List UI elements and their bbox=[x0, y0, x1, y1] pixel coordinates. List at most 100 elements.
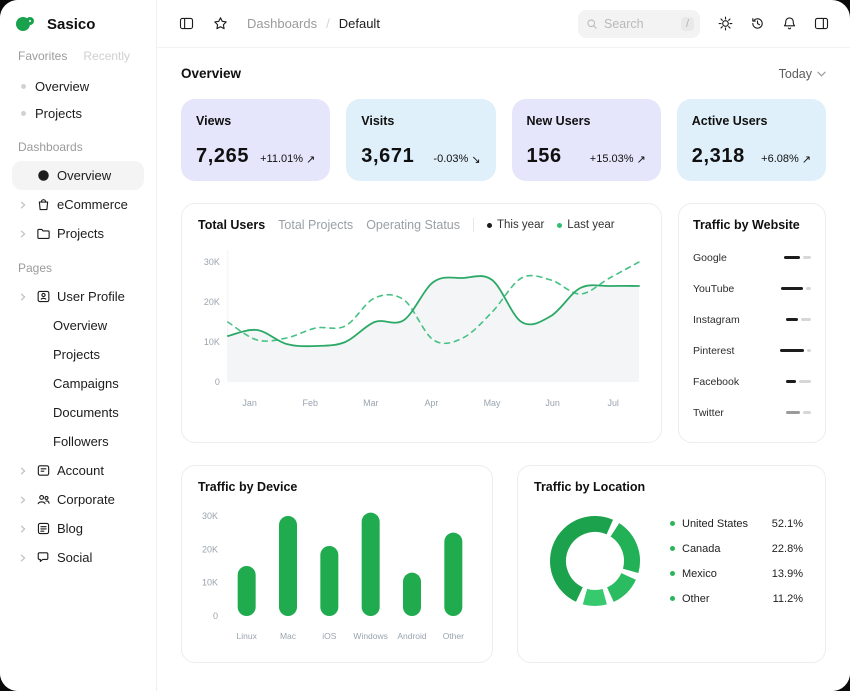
svg-text:Feb: Feb bbox=[303, 398, 318, 408]
sidebar-item-label: Account bbox=[57, 463, 104, 478]
legend-label: United States bbox=[682, 517, 749, 530]
sidebar-toggle-button[interactable] bbox=[173, 11, 199, 37]
stat-card-visits[interactable]: Visits 3,671 -0.03% ↘ bbox=[346, 99, 496, 181]
search-input[interactable]: / bbox=[578, 9, 700, 38]
website-label: Twitter bbox=[693, 406, 724, 419]
svg-text:20K: 20K bbox=[204, 297, 220, 307]
sidebar-item-corporate[interactable]: Corporate bbox=[12, 485, 144, 514]
sidebar-item-social[interactable]: Social bbox=[12, 543, 144, 572]
sidebar-item-label: Social bbox=[57, 550, 93, 565]
traffic-by-device-card: Traffic by Device 0 10K 20K 30K Linux Mac iOS W… bbox=[181, 465, 493, 663]
sidebar-subitem-projects[interactable]: Projects bbox=[12, 340, 144, 369]
website-label: Facebook bbox=[693, 375, 740, 388]
stat-card-views[interactable]: Views 7,265 +11.01% ↗ bbox=[181, 99, 331, 181]
folder-icon bbox=[33, 226, 53, 241]
section-title-dashboards: Dashboards bbox=[18, 140, 83, 154]
svg-text:10K: 10K bbox=[202, 578, 218, 588]
svg-text:Windows: Windows bbox=[353, 631, 387, 641]
legend-dot-icon bbox=[670, 521, 675, 526]
stat-card-active-users[interactable]: Active Users 2,318 +6.08% ↗ bbox=[676, 99, 826, 181]
brand-name: Sasico bbox=[47, 16, 96, 33]
legend-this-year: This year bbox=[487, 219, 544, 231]
sidebar-subitem-followers[interactable]: Followers bbox=[12, 427, 144, 456]
sidebar-subitem-campaigns[interactable]: Campaigns bbox=[12, 369, 144, 398]
breadcrumb-separator: / bbox=[326, 16, 330, 31]
svg-text:iOS: iOS bbox=[322, 631, 337, 641]
right-panel-toggle-button[interactable] bbox=[808, 11, 834, 37]
website-row[interactable]: Pinterest bbox=[693, 344, 811, 357]
sidebar-item-ecommerce[interactable]: eCommerce bbox=[12, 190, 144, 219]
legend-dot-icon bbox=[487, 222, 492, 228]
website-mini-bar bbox=[780, 349, 811, 352]
legend-dot-icon bbox=[557, 222, 563, 228]
website-row[interactable]: Google bbox=[693, 252, 811, 264]
star-icon[interactable] bbox=[207, 11, 233, 37]
traffic-by-location-donut-chart bbox=[550, 516, 640, 606]
legend-row-united-states: United States 52.1% bbox=[670, 518, 803, 530]
stat-label: Visits bbox=[361, 114, 395, 128]
chat-icon bbox=[33, 550, 53, 565]
website-row[interactable]: YouTube bbox=[693, 282, 811, 295]
website-row[interactable]: Instagram bbox=[693, 314, 811, 326]
legend-value: 22.8% bbox=[771, 542, 803, 555]
bottom-row: Traffic by Device 0 10K 20K 30K Linux Mac iOS W… bbox=[181, 465, 826, 663]
sidebar-item-account[interactable]: Account bbox=[12, 456, 144, 485]
legend-dot-icon bbox=[670, 546, 675, 551]
website-label: YouTube bbox=[693, 282, 735, 295]
sidebar-item-label: eCommerce bbox=[57, 197, 128, 212]
svg-text:Apr: Apr bbox=[424, 398, 438, 408]
date-range-label: Today bbox=[778, 66, 812, 81]
svg-text:Linux: Linux bbox=[237, 631, 258, 641]
sidebar-subitem-documents[interactable]: Documents bbox=[12, 398, 144, 427]
search-field[interactable] bbox=[604, 16, 675, 31]
bullet-icon bbox=[21, 84, 26, 89]
tab-favorites[interactable]: Favorites bbox=[18, 49, 68, 63]
traffic-by-device-bar-chart: 0 10K 20K 30K Linux Mac iOS Windows Android Other bbox=[202, 511, 464, 641]
tab-operating-status[interactable]: Operating Status bbox=[366, 218, 460, 232]
website-row[interactable]: Twitter bbox=[693, 406, 811, 419]
location-body: United States 52.1% Canada 22.8% Mexico 13.… bbox=[534, 494, 809, 616]
sidebar-item-overview-dashboard[interactable]: Overview bbox=[12, 161, 144, 190]
trend-up-icon: ↗ bbox=[306, 153, 316, 166]
svg-text:10K: 10K bbox=[204, 337, 220, 347]
tab-total-users[interactable]: Total Users bbox=[198, 218, 266, 232]
sidebar-item-blog[interactable]: Blog bbox=[12, 514, 144, 543]
sidebar-item-projects-dashboard[interactable]: Projects bbox=[12, 219, 144, 248]
top-bar: Dashboards / Default / bbox=[157, 0, 850, 48]
svg-text:Other: Other bbox=[443, 631, 464, 641]
svg-text:Mar: Mar bbox=[363, 398, 378, 408]
topbar-actions: / bbox=[578, 9, 834, 38]
legend-dot-icon bbox=[670, 571, 675, 576]
stat-card-new-users[interactable]: New Users 156 +15.03% ↗ bbox=[511, 99, 661, 181]
chart-tabs: Total Users Total Projects Operating Sta… bbox=[198, 218, 645, 232]
theme-toggle-icon[interactable] bbox=[712, 11, 738, 37]
traffic-by-website-card: Traffic by Website Google YouTube Instag… bbox=[678, 203, 826, 443]
card-title: Traffic by Location bbox=[534, 480, 646, 494]
svg-text:Android: Android bbox=[397, 631, 427, 641]
sidebar-subitem-label: Documents bbox=[53, 405, 119, 420]
tab-total-projects[interactable]: Total Projects bbox=[278, 218, 354, 232]
card-title: Traffic by Website bbox=[693, 218, 800, 232]
stat-delta-text: +11.01% bbox=[260, 153, 304, 165]
blog-icon bbox=[33, 521, 53, 536]
sidebar-item-user-profile[interactable]: User Profile bbox=[12, 282, 144, 311]
website-label: Pinterest bbox=[693, 344, 735, 357]
location-legend: United States 52.1% Canada 22.8% Mexico 13.… bbox=[670, 518, 805, 605]
history-icon[interactable] bbox=[744, 11, 770, 37]
main-area: Dashboards / Default / bbox=[157, 0, 850, 691]
tab-recently[interactable]: Recently bbox=[83, 49, 131, 63]
website-row[interactable]: Facebook bbox=[693, 375, 811, 388]
date-range-selector[interactable]: Today bbox=[779, 67, 826, 81]
notifications-bell-icon[interactable] bbox=[776, 11, 802, 37]
breadcrumb-parent[interactable]: Dashboards bbox=[247, 16, 318, 31]
dashboard-content: Overview Today Views 7,265 +11.01% ↗ Visi… bbox=[157, 48, 850, 691]
legend-value: 11.2% bbox=[772, 592, 803, 605]
stat-label: Active Users bbox=[691, 114, 768, 128]
favorite-item-projects[interactable]: Projects bbox=[12, 100, 144, 127]
chevron-right-icon bbox=[16, 496, 29, 504]
favorite-item-overview[interactable]: Overview bbox=[12, 73, 144, 100]
stat-value: 2,318 bbox=[691, 145, 745, 167]
legend-last-year: Last year bbox=[557, 219, 615, 231]
sidebar-subitem-overview[interactable]: Overview bbox=[12, 311, 144, 340]
chevron-right-icon bbox=[16, 525, 29, 533]
